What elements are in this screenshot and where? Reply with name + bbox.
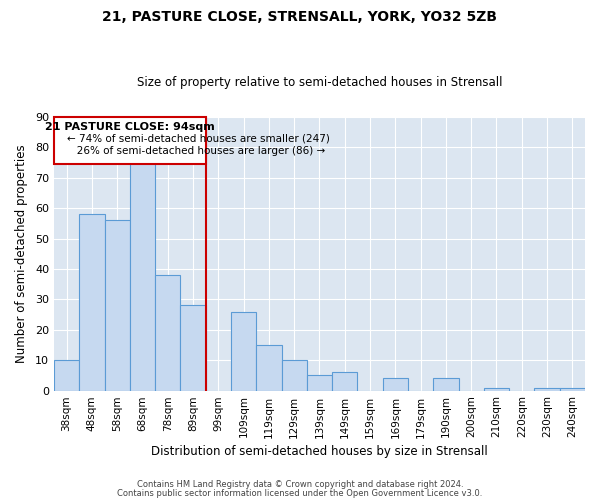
Y-axis label: Number of semi-detached properties: Number of semi-detached properties [15,144,28,363]
Text: ← 74% of semi-detached houses are smaller (247): ← 74% of semi-detached houses are smalle… [67,134,329,144]
Bar [332,372,358,390]
Bar [560,388,585,390]
Bar [256,345,281,391]
Text: 21 PASTURE CLOSE: 94sqm: 21 PASTURE CLOSE: 94sqm [45,122,215,132]
Bar [281,360,307,390]
Bar [155,275,181,390]
Bar [231,312,256,390]
Bar [79,214,104,390]
Bar [181,306,206,390]
FancyBboxPatch shape [54,117,206,164]
X-axis label: Distribution of semi-detached houses by size in Strensall: Distribution of semi-detached houses by … [151,444,488,458]
Bar [54,360,79,390]
Bar [433,378,458,390]
Bar [383,378,408,390]
Text: Contains HM Land Registry data © Crown copyright and database right 2024.: Contains HM Land Registry data © Crown c… [137,480,463,489]
Bar [307,376,332,390]
Bar [535,388,560,390]
Bar [104,220,130,390]
Bar [484,388,509,390]
Text: 26% of semi-detached houses are larger (86) →: 26% of semi-detached houses are larger (… [67,146,325,156]
Title: Size of property relative to semi-detached houses in Strensall: Size of property relative to semi-detach… [137,76,502,90]
Bar [130,162,155,390]
Text: 21, PASTURE CLOSE, STRENSALL, YORK, YO32 5ZB: 21, PASTURE CLOSE, STRENSALL, YORK, YO32… [103,10,497,24]
Text: Contains public sector information licensed under the Open Government Licence v3: Contains public sector information licen… [118,490,482,498]
